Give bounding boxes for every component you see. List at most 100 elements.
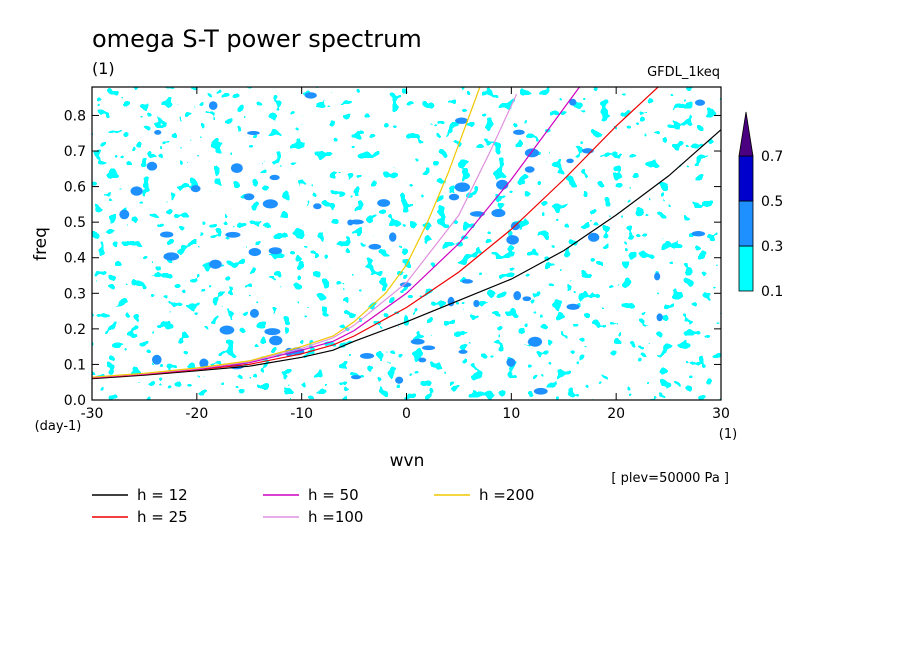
legend-label: h =100: [308, 508, 363, 526]
colorbar-label: 0.5: [761, 194, 783, 210]
contour-core: [566, 303, 580, 310]
chart-subtitle: (1): [92, 59, 115, 78]
y-tick-label: 0.1: [64, 357, 86, 373]
level-annotation: [ plev=50000 Pa ]: [611, 471, 729, 486]
x-tick-label: 0: [402, 406, 411, 422]
contour-core: [566, 158, 574, 164]
dispersion-curve: [92, 129, 721, 380]
y-tick-label: 0.6: [64, 180, 86, 196]
contour-core: [418, 357, 427, 363]
contour-core: [454, 182, 470, 192]
contour-core: [347, 219, 354, 226]
y-axis-label: freq: [31, 227, 51, 261]
contour-core: [694, 99, 706, 106]
contour-core: [146, 161, 158, 171]
y-tick-label: 0.3: [64, 286, 86, 302]
legend-label: h = 50: [308, 486, 359, 504]
contour-core: [154, 130, 162, 135]
y-tick-label: 0.2: [64, 322, 86, 338]
contour-core: [569, 98, 577, 106]
contour-core: [448, 193, 460, 201]
y-unit-label: (day-1): [35, 419, 82, 434]
contour-core: [262, 199, 278, 209]
contour-core: [473, 299, 480, 308]
y-tick-label: 0.5: [64, 215, 86, 231]
chart-title: omega S-T power spectrum: [92, 25, 422, 53]
contour-core: [160, 231, 174, 238]
contour-core: [268, 247, 282, 255]
contour-core: [190, 185, 201, 193]
contour-field: [92, 87, 721, 400]
contour-core: [247, 130, 260, 136]
contour-core: [269, 335, 283, 346]
contour-core: [528, 336, 543, 347]
colorbar-extend-triangle: [738, 111, 754, 157]
contour-core: [469, 211, 485, 217]
contour-core: [248, 248, 262, 257]
contour-core: [130, 186, 143, 196]
contour-core: [377, 199, 391, 207]
contour-core: [587, 232, 600, 242]
contour-core: [461, 279, 474, 284]
x-axis-ticks: -30 -20 -10 0 10 20 30: [81, 87, 730, 422]
contour-core: [522, 296, 532, 302]
contour-core: [209, 259, 222, 269]
x-tick-label: -10: [290, 406, 313, 422]
colorbar-label: 0.3: [761, 239, 783, 255]
contour-core: [422, 345, 436, 351]
contour-core: [524, 148, 540, 158]
contour-core: [389, 232, 397, 242]
contour-core: [691, 231, 706, 237]
contour-core: [249, 308, 259, 318]
contour-core: [313, 203, 322, 210]
legend: h = 12 h = 25 h = 50 h =100 h =200: [92, 486, 534, 526]
x-unit-label: (1): [719, 427, 737, 442]
y-axis-ticks: 0.0 0.1 0.2 0.3 0.4 0.5 0.6 0.7 0.8: [64, 108, 721, 409]
contour-core: [264, 328, 281, 336]
contour-core: [269, 174, 280, 181]
y-tick-label: 0.7: [64, 144, 86, 160]
contour-core: [208, 101, 218, 110]
dispersion-curve: [92, 87, 659, 379]
contour-core: [304, 92, 317, 99]
contour-core: [491, 209, 506, 218]
contour-core: [219, 325, 235, 335]
contour-core: [506, 358, 516, 367]
contour-core: [524, 166, 535, 173]
dispersion-curves: [92, 87, 721, 380]
x-tick-label: 30: [712, 406, 730, 422]
contour-core: [119, 209, 130, 220]
contour-core: [513, 129, 525, 135]
contour-core: [395, 376, 404, 384]
contour-core: [654, 272, 661, 281]
contour-core: [350, 375, 362, 380]
model-label: GFDL_1keq: [647, 65, 720, 80]
contour-core: [225, 231, 241, 238]
x-tick-label: 10: [502, 406, 520, 422]
contour-core: [506, 235, 519, 245]
contour-core: [152, 354, 162, 365]
dispersion-curve: [92, 87, 481, 378]
colorbar-label: 0.7: [761, 149, 783, 165]
legend-label: h = 12: [137, 486, 188, 504]
legend-label: h =200: [479, 486, 534, 504]
colorbar: 0.1 0.3 0.5 0.7: [738, 111, 783, 300]
colorbar-label: 0.1: [761, 284, 783, 300]
colorbar-segment: [738, 200, 754, 247]
contour-core: [163, 252, 180, 261]
y-tick-label: 0.0: [64, 393, 86, 409]
x-axis-label: wvn: [390, 451, 425, 471]
contour-core: [199, 358, 209, 369]
legend-label: h = 25: [137, 508, 188, 526]
colorbar-segment: [738, 245, 754, 292]
y-tick-label: 0.8: [64, 108, 86, 124]
contour-core: [458, 349, 468, 354]
contour-level-0.1: [92, 87, 721, 400]
contour-core: [455, 117, 469, 124]
contour-core: [513, 290, 522, 301]
contour-core: [410, 338, 425, 345]
contour-core: [533, 387, 548, 395]
x-tick-label: -20: [185, 406, 208, 422]
x-tick-label: 20: [607, 406, 625, 422]
